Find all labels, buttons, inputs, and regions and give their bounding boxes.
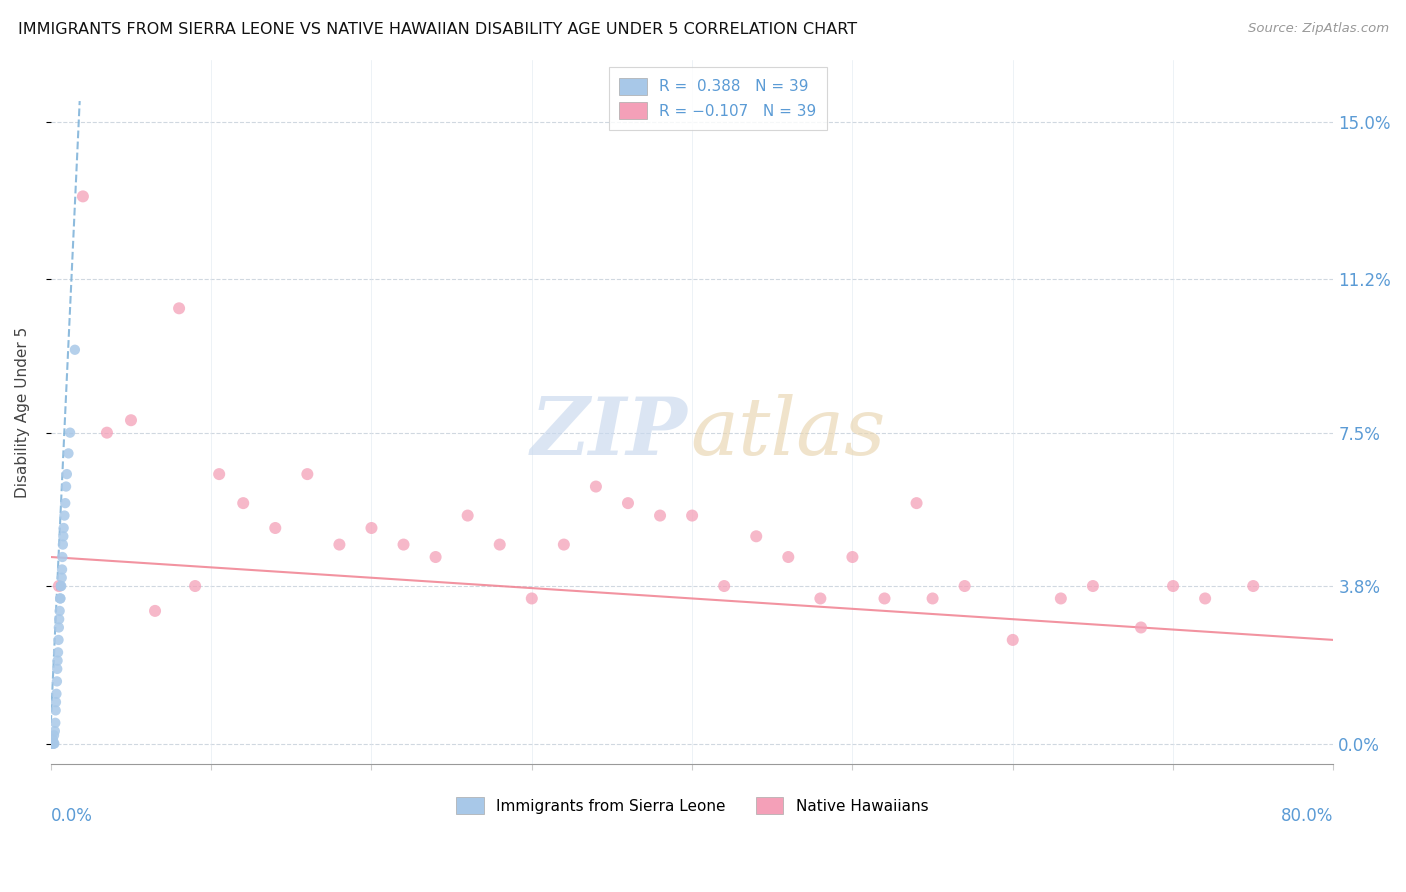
Point [808,591,831,606]
Point [681,508,703,523]
Legend: Immigrants from Sierra Leone, Native Hawaiians: Immigrants from Sierra Leone, Native Haw… [450,791,934,820]
Point [48,604,70,618]
Point [1161,579,1184,593]
Point [1130,620,1153,634]
Point [841,549,863,564]
Point [51,549,73,564]
Point [53,508,76,523]
Point [48,612,70,626]
Point [457,508,479,523]
Point [48,620,70,634]
Point [46,654,69,668]
Point [1050,591,1073,606]
Point [51,579,73,593]
Point [55,479,77,493]
Point [617,496,640,510]
Text: IMMIGRANTS FROM SIERRA LEONE VS NATIVE HAWAIIAN DISABILITY AGE UNDER 5 CORRELATI: IMMIGRANTS FROM SIERRA LEONE VS NATIVE H… [18,22,858,37]
Point [392,538,415,552]
Point [360,521,382,535]
Point [46,662,69,676]
Point [488,538,510,552]
Point [713,579,735,593]
Point [648,508,671,523]
Point [72,189,94,203]
Point [48,632,70,647]
Point [328,538,350,552]
Text: Source: ZipAtlas.com: Source: ZipAtlas.com [1249,22,1389,36]
Point [59,425,82,440]
Point [45,695,67,709]
Point [553,538,575,552]
Point [208,467,231,482]
Point [46,645,69,659]
Point [44,737,66,751]
Point [1001,632,1024,647]
Point [49,591,72,606]
Text: atlas: atlas [690,394,886,472]
Point [41,737,63,751]
Point [63,343,86,357]
Point [167,301,190,316]
Point [45,674,67,689]
Point [232,496,254,510]
Point [53,496,76,510]
Point [184,579,207,593]
Point [56,467,79,482]
Point [1081,579,1104,593]
Point [873,591,896,606]
Text: ZIP: ZIP [530,394,688,472]
Point [585,479,607,493]
Y-axis label: Disability Age Under 5: Disability Age Under 5 [15,326,30,498]
Point [44,724,66,739]
Point [42,737,65,751]
Point [48,579,70,593]
Point [1194,591,1216,606]
Point [42,728,65,742]
Point [921,591,943,606]
Point [49,591,72,606]
Point [41,737,63,751]
Point [120,413,142,427]
Text: 80.0%: 80.0% [1281,806,1333,824]
Point [44,715,66,730]
Point [45,703,67,717]
Text: 0.0%: 0.0% [51,806,93,824]
Point [52,521,75,535]
Point [41,737,63,751]
Point [49,579,72,593]
Point [96,425,118,440]
Point [745,529,768,543]
Point [58,446,80,460]
Point [520,591,543,606]
Point [51,571,73,585]
Point [425,549,447,564]
Point [45,687,67,701]
Point [52,529,75,543]
Point [778,549,800,564]
Point [42,737,65,751]
Point [51,562,73,576]
Point [297,467,319,482]
Point [52,538,75,552]
Point [42,732,65,747]
Point [953,579,976,593]
Point [905,496,928,510]
Point [42,737,65,751]
Point [1241,579,1264,593]
Point [143,604,166,618]
Point [264,521,287,535]
